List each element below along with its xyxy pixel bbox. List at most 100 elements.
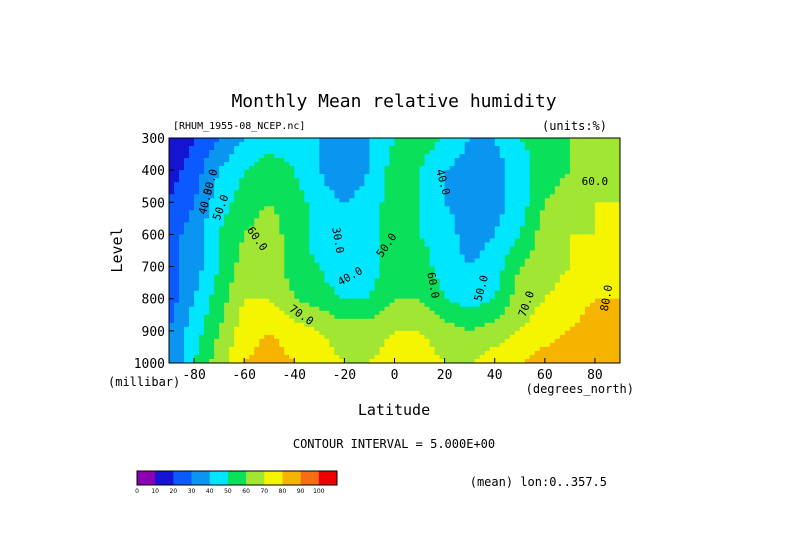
- field-cell: [604, 346, 611, 352]
- field-cell: [589, 234, 596, 240]
- field-cell: [494, 274, 501, 280]
- field-cell: [364, 226, 371, 232]
- field-cell: [259, 226, 265, 232]
- field-cell: [239, 298, 245, 304]
- field-cell: [309, 214, 315, 219]
- field-cell: [264, 238, 270, 244]
- field-cell: [374, 194, 381, 199]
- field-cell: [494, 182, 501, 187]
- field-cell: [579, 222, 586, 227]
- field-cell: [229, 310, 235, 316]
- field-cell: [224, 174, 230, 179]
- field-cell: [479, 238, 486, 244]
- field-cell: [289, 242, 295, 248]
- field-cell: [594, 174, 601, 179]
- field-cell: [324, 146, 330, 151]
- field-cell: [559, 230, 566, 236]
- field-cell: [539, 142, 546, 147]
- field-cell: [559, 262, 566, 268]
- field-cell: [569, 278, 576, 284]
- field-cell: [189, 302, 195, 308]
- field-cell: [454, 142, 461, 147]
- field-cell: [509, 270, 516, 276]
- field-cell: [504, 242, 511, 248]
- field-cell: [199, 242, 205, 248]
- field-cell: [389, 290, 396, 296]
- field-cell: [509, 350, 516, 356]
- field-cell: [214, 302, 220, 308]
- field-cell: [209, 202, 215, 207]
- field-cell: [424, 302, 431, 308]
- field-cell: [399, 274, 406, 280]
- field-cell: [229, 254, 235, 260]
- field-cell: [449, 346, 456, 352]
- field-cell: [314, 226, 320, 232]
- field-cell: [329, 306, 335, 312]
- field-cell: [379, 158, 386, 163]
- field-cell: [174, 238, 180, 244]
- field-cell: [299, 282, 305, 288]
- field-cell: [339, 282, 345, 288]
- field-cell: [299, 322, 305, 328]
- field-cell: [204, 182, 210, 187]
- field-cell: [479, 346, 486, 352]
- field-cell: [414, 354, 421, 360]
- field-cell: [354, 186, 361, 191]
- field-cell: [289, 338, 295, 344]
- field-cell: [309, 202, 315, 207]
- field-cell: [444, 274, 451, 280]
- field-cell: [434, 202, 441, 207]
- field-cell: [499, 350, 506, 356]
- field-cell: [389, 238, 396, 244]
- field-cell: [189, 258, 195, 264]
- field-cell: [519, 186, 526, 191]
- field-cell: [514, 262, 521, 268]
- field-cell: [354, 202, 361, 207]
- field-cell: [334, 290, 340, 296]
- field-cell: [399, 310, 406, 316]
- field-cell: [319, 186, 325, 191]
- field-cell: [229, 338, 235, 344]
- field-cell: [564, 262, 571, 268]
- field-cell: [494, 170, 501, 175]
- field-cell: [234, 258, 240, 264]
- field-cell: [524, 214, 531, 219]
- field-cell: [429, 306, 436, 312]
- field-cell: [304, 278, 310, 284]
- field-cell: [599, 238, 606, 244]
- field-cell: [344, 282, 350, 288]
- field-cell: [599, 218, 606, 223]
- field-cell: [249, 206, 255, 211]
- field-cell: [214, 162, 220, 167]
- field-cell: [294, 250, 300, 256]
- field-cell: [194, 334, 200, 340]
- field-cell: [314, 234, 320, 240]
- field-cell: [319, 318, 325, 324]
- field-cell: [424, 146, 431, 151]
- field-cell: [319, 254, 325, 260]
- field-cell: [494, 270, 501, 276]
- field-cell: [494, 286, 501, 292]
- field-cell: [359, 186, 366, 191]
- field-cell: [539, 198, 546, 203]
- field-cell: [384, 170, 391, 175]
- field-cell: [419, 314, 426, 320]
- field-cell: [239, 262, 245, 268]
- field-cell: [179, 318, 185, 324]
- field-cell: [244, 238, 250, 244]
- field-cell: [529, 330, 536, 336]
- field-cell: [569, 150, 576, 155]
- field-cell: [509, 326, 516, 332]
- field-cell: [549, 178, 556, 183]
- field-cell: [289, 302, 295, 308]
- field-cell: [464, 310, 471, 316]
- field-cell: [559, 342, 566, 348]
- field-cell: [394, 162, 401, 167]
- field-cell: [359, 330, 366, 336]
- field-cell: [414, 182, 421, 187]
- field-cell: [279, 190, 285, 195]
- field-cell: [294, 170, 300, 175]
- field-cell: [169, 294, 175, 300]
- field-cell: [594, 294, 601, 300]
- field-cell: [329, 246, 335, 252]
